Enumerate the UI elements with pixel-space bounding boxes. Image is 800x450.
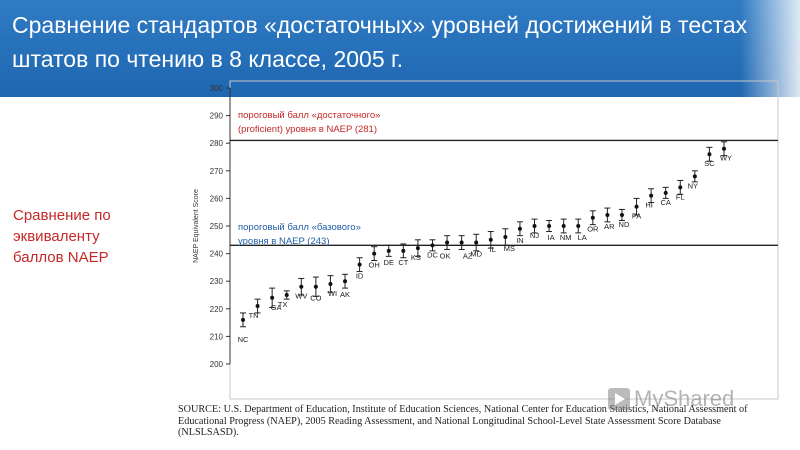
state-label: NM <box>560 233 572 242</box>
data-point <box>284 293 289 297</box>
data-point <box>663 190 668 195</box>
data-point <box>445 240 450 245</box>
state-label: TN <box>249 311 259 320</box>
state-label: OH <box>369 261 380 270</box>
data-point <box>357 262 362 267</box>
state-label: IN <box>516 236 524 245</box>
state-label: NJ <box>530 231 539 240</box>
reference-line-label: уровня в NAEP (243) <box>238 236 330 247</box>
data-point <box>692 174 697 179</box>
state-label: CT <box>398 258 408 267</box>
state-label: MD <box>470 250 482 259</box>
data-point <box>255 304 260 309</box>
state-label: CA <box>660 198 670 207</box>
state-label: LA <box>578 233 587 242</box>
data-point <box>241 317 245 322</box>
state-label: NC <box>238 335 249 344</box>
data-point <box>678 185 683 190</box>
source-note: SOURCE: U.S. Department of Education, In… <box>178 404 748 438</box>
state-label: ND <box>619 220 630 229</box>
data-point <box>576 224 581 228</box>
state-label: NY <box>688 181 698 190</box>
state-label: AK <box>340 290 350 299</box>
side-caption: Сравнение по эквиваленту баллов NAEP <box>13 207 111 266</box>
state-label: MS <box>504 244 515 253</box>
data-point <box>372 251 377 256</box>
state-label: AR <box>604 222 615 231</box>
data-point <box>503 235 508 240</box>
reference-line-label: пороговый балл «базового» <box>238 222 361 233</box>
state-label: ID <box>356 272 364 281</box>
data-point <box>707 152 712 157</box>
y-tick-label: 240 <box>210 250 224 259</box>
data-point <box>430 243 435 248</box>
state-label: KS <box>411 253 421 262</box>
data-point <box>459 240 464 245</box>
data-point <box>313 284 318 289</box>
y-tick-label: 210 <box>210 332 224 341</box>
state-label: IL <box>490 245 496 254</box>
state-label: AZ <box>463 252 473 261</box>
state-label: HI <box>645 201 653 210</box>
watermark: MyShared <box>608 386 734 412</box>
y-tick-label: 250 <box>210 222 224 231</box>
data-point <box>517 226 522 231</box>
data-point <box>386 248 391 253</box>
state-label: OR <box>587 225 599 234</box>
reference-line-label: (proficient) уровня в NAEP (281) <box>238 124 377 135</box>
y-tick-label: 280 <box>210 139 224 148</box>
data-point <box>270 295 275 300</box>
data-point <box>590 215 595 220</box>
data-point <box>605 212 610 217</box>
state-label: GA <box>271 303 282 312</box>
state-label: SC <box>704 159 715 168</box>
state-label: DE <box>384 258 394 267</box>
data-point <box>415 246 420 251</box>
state-label: OK <box>440 252 451 261</box>
y-tick-label: 220 <box>210 305 224 314</box>
state-label: IA <box>548 233 555 242</box>
state-label: DC <box>427 250 438 259</box>
y-axis-label: NAEP Equivalent Score <box>193 189 200 263</box>
data-point <box>561 224 566 228</box>
data-point <box>722 146 726 151</box>
y-tick-label: 200 <box>210 360 224 369</box>
naep-chart: 200 210 220 230 240 250 260 270 280 290 300 NAEP Eq… <box>193 80 779 400</box>
y-tick-label: 300 <box>210 84 224 93</box>
y-tick-label: 260 <box>210 194 224 203</box>
data-point <box>299 284 304 289</box>
data-point <box>474 240 479 245</box>
state-label: WV <box>295 292 307 301</box>
data-point <box>547 224 552 228</box>
chart-container: 200 210 220 230 240 250 260 270 280 290 300 NAEP Eq… <box>172 80 782 409</box>
data-point <box>488 237 493 242</box>
play-logo-icon <box>608 388 630 410</box>
watermark-text: MyShared <box>634 386 735 411</box>
data-point <box>401 248 406 253</box>
data-point <box>532 224 537 228</box>
state-label: PA <box>632 212 641 221</box>
y-tick-label: 270 <box>210 167 224 176</box>
data-point <box>634 204 639 209</box>
data-point <box>649 193 654 198</box>
data-point <box>343 279 348 284</box>
state-label: WI <box>328 289 337 298</box>
data-point <box>328 281 333 286</box>
state-label: CO <box>310 294 321 303</box>
reference-line-label: пороговый балл «достаточного» <box>238 110 380 121</box>
state-label: WY <box>720 154 732 163</box>
y-tick-label: 230 <box>210 277 224 286</box>
slide-title: Сравнение стандартов «достаточных» уровн… <box>12 12 748 72</box>
y-tick-label: 290 <box>210 112 224 121</box>
data-point <box>619 212 624 217</box>
state-label: FL <box>676 192 685 201</box>
state-label: TX <box>278 300 288 309</box>
